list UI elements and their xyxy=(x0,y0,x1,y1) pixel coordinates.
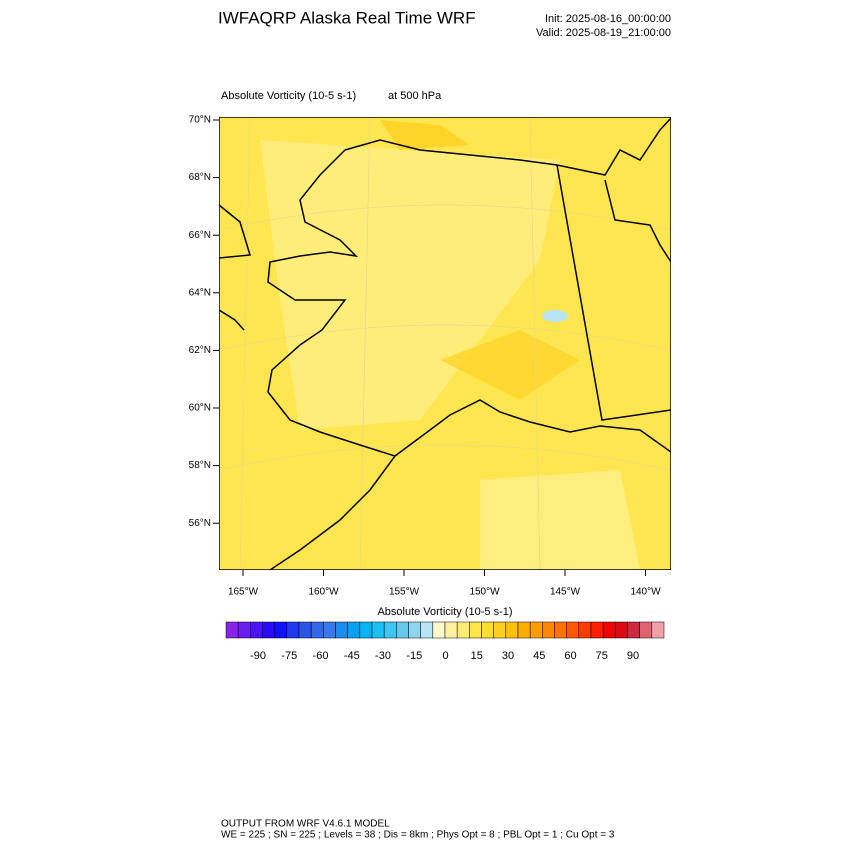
colorbar: -90 -75 -60 -45 -30 -15 0 15 30 45 60 75 90 xyxy=(225,621,665,662)
title: IWFAQRP Alaska Real Time WRF xyxy=(218,8,476,27)
colorbar-label: 45 xyxy=(533,650,545,662)
colorbar-box xyxy=(590,621,604,639)
colorbar-box xyxy=(383,621,397,639)
colorbar-box xyxy=(651,621,665,639)
colorbar-box xyxy=(578,621,592,639)
lon-tick-label: 165°W xyxy=(228,587,259,598)
lat-tick-label: 58°N xyxy=(189,460,211,471)
init-time: Init: 2025-08-16_00:00:00 xyxy=(545,13,671,25)
footer-line: WE = 225 ; SN = 225 ; Levels = 38 ; Dis … xyxy=(221,830,615,841)
colorbar-box xyxy=(420,621,434,639)
colorbar-box xyxy=(274,621,288,639)
colorbar-box xyxy=(566,621,580,639)
colorbar-box xyxy=(627,621,640,639)
colorbar-label: 30 xyxy=(502,650,514,662)
lat-tick-label: 64°N xyxy=(189,287,211,298)
lat-tick-label: 70°N xyxy=(189,115,211,126)
colorbar-box xyxy=(323,621,336,639)
colorbar-box xyxy=(359,621,373,639)
colorbar-label: -60 xyxy=(313,650,329,662)
lat-tick-label: 60°N xyxy=(189,403,211,414)
colorbar-box xyxy=(237,621,251,639)
colorbar-box xyxy=(493,621,507,639)
lon-tick-label: 150°W xyxy=(469,587,500,598)
axis-ticks: 70°N 68°N 66°N 64°N 62°N 60°N 58°N 56°N 165°W 160… xyxy=(189,115,661,598)
colorbar-box xyxy=(456,621,470,639)
colorbar-box xyxy=(481,621,494,639)
colorbar-box xyxy=(542,621,555,639)
lat-tick-label: 68°N xyxy=(189,172,211,183)
colorbar-box xyxy=(469,621,482,639)
colorbar-box xyxy=(444,621,458,639)
field-label: Absolute Vorticity (10-5 s-1) xyxy=(221,90,356,102)
level-label: at 500 hPa xyxy=(388,90,442,102)
colorbar-box xyxy=(554,621,567,639)
colorbar-box xyxy=(615,621,628,639)
lon-tick-label: 145°W xyxy=(550,587,581,598)
colorbar-label: 75 xyxy=(596,650,608,662)
colorbar-label: -30 xyxy=(375,650,391,662)
colorbar-box xyxy=(639,621,653,639)
lon-tick-label: 140°W xyxy=(630,587,661,598)
lon-tick-label: 160°W xyxy=(308,587,339,598)
colorbar-label: -90 xyxy=(250,650,266,662)
valid-time: Valid: 2025-08-19_21:00:00 xyxy=(536,27,671,39)
colorbar-box xyxy=(371,621,385,639)
lon-tick-label: 155°W xyxy=(389,587,420,598)
colorbar-box xyxy=(262,621,275,639)
colorbar-box xyxy=(432,621,446,639)
colorbar-box xyxy=(347,621,361,639)
colorbar-box xyxy=(250,621,263,639)
colorbar-label: 60 xyxy=(564,650,576,662)
colorbar-box xyxy=(225,621,239,639)
colorbar-box xyxy=(408,621,421,639)
colorbar-box xyxy=(529,621,543,639)
colorbar-label: -45 xyxy=(344,650,360,662)
colorbar-box xyxy=(517,621,531,639)
lat-tick-label: 56°N xyxy=(189,518,211,529)
lat-tick-label: 66°N xyxy=(189,230,211,241)
colorbar-label: -75 xyxy=(281,650,297,662)
colorbar-box xyxy=(310,621,324,639)
colorbar-box xyxy=(286,621,300,639)
map xyxy=(219,117,671,570)
colorbar-box xyxy=(298,621,312,639)
colorbar-label: 0 xyxy=(442,650,448,662)
colorbar-label: -15 xyxy=(406,650,422,662)
colorbar-label: 15 xyxy=(471,650,483,662)
colorbar-box xyxy=(505,621,519,639)
colorbar-label: 90 xyxy=(627,650,639,662)
colorbar-box xyxy=(335,621,348,639)
footer-line: OUTPUT FROM WRF V4.6.1 MODEL xyxy=(221,819,390,830)
lat-tick-label: 62°N xyxy=(189,345,211,356)
colorbar-box xyxy=(396,621,409,639)
colorbar-box xyxy=(602,621,616,639)
colorbar-title: Absolute Vorticity (10-5 s-1) xyxy=(377,606,512,618)
